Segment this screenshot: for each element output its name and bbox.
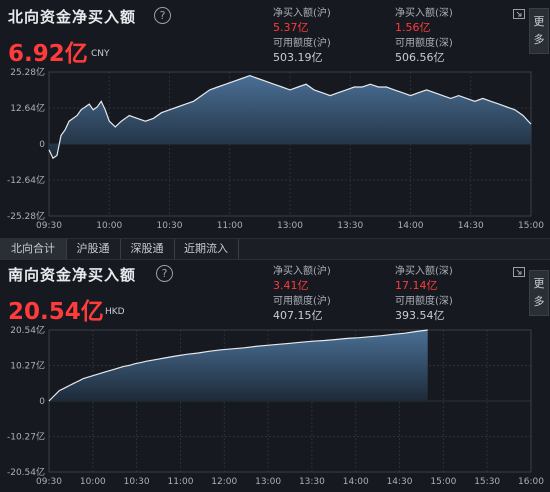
north-y-tick-label: -25.28亿 — [7, 210, 45, 222]
north-stat-value-sz-net: 1.56亿 — [395, 21, 431, 34]
south-y-tick-label: -10.27亿 — [7, 431, 45, 443]
south-stat-value-sh-quota: 407.15亿 — [273, 309, 323, 322]
help-icon[interactable]: ? — [154, 7, 171, 24]
north-y-tick-label: -12.64亿 — [7, 174, 45, 186]
north-x-tick-label: 10:30 — [157, 221, 183, 231]
expand-icon[interactable] — [513, 9, 525, 19]
south-net-total: 20.54亿 — [8, 299, 104, 325]
south-x-tick-label: 14:30 — [387, 477, 413, 487]
south-x-tick-label: 10:00 — [80, 477, 106, 487]
north-net-total: 6.92亿 — [8, 41, 88, 67]
south-y-tick-label: 10.27亿 — [10, 360, 45, 372]
north-area-fill — [49, 75, 531, 159]
south-x-tick-label: 13:30 — [299, 477, 325, 487]
south-stat-label-sh-net: 净买入额(沪) — [273, 266, 331, 277]
south-chart: 20.54亿 10.27亿 0 -10.27亿 -20.54亿 09:30 10:00 10… — [7, 324, 544, 487]
north-stat-label-sz-quota: 可用额度(深) — [395, 38, 453, 49]
north-stat-value-sz-quota: 506.56亿 — [395, 51, 445, 64]
tab-recent-inflow[interactable]: 近期流入 — [174, 239, 239, 259]
north-x-tick-label: 13:30 — [337, 221, 363, 231]
south-series-line — [48, 329, 428, 402]
north-x-tick-label: 09:30 — [36, 221, 62, 231]
north-x-tick-label: 15:00 — [518, 221, 544, 231]
north-currency: CNY — [91, 49, 110, 59]
north-header: 北向资金净买入额 ? 6.92亿 CNY 净买入额(沪) 5.37亿 净买入额(… — [0, 0, 550, 67]
south-y-tick-label: 0 — [39, 397, 45, 407]
south-x-tick-label: 16:00 — [518, 477, 544, 487]
south-x-tick-label: 15:30 — [474, 477, 500, 487]
south-x-tick-label: 09:30 — [36, 477, 62, 487]
south-currency: HKD — [105, 307, 125, 317]
south-x-tick-label: 12:00 — [211, 477, 237, 487]
north-more-button[interactable]: 更 多 — [529, 8, 549, 54]
south-stat-label-sz-quota: 可用额度(深) — [395, 296, 453, 307]
north-stat-label-sh-net: 净买入额(沪) — [273, 8, 331, 19]
north-panel: 北向资金净买入额 ? 6.92亿 CNY 净买入额(沪) 5.37亿 净买入额(… — [0, 0, 550, 238]
south-stat-value-sh-net: 3.41亿 — [273, 279, 309, 292]
south-more-button[interactable]: 更 多 — [529, 270, 549, 316]
south-stat-value-sz-net: 17.14亿 — [395, 279, 438, 292]
north-y-tick-label: 25.28亿 — [10, 66, 45, 78]
tab-north-total[interactable]: 北向合计 — [0, 239, 67, 259]
north-stat-value-sh-net: 5.37亿 — [273, 21, 309, 34]
north-y-tick-label: 12.64亿 — [10, 102, 45, 114]
north-x-tick-label: 10:00 — [96, 221, 122, 231]
north-stat-label-sh-quota: 可用额度(沪) — [273, 38, 331, 49]
expand-icon[interactable] — [513, 267, 525, 277]
south-header: 南向资金净买入额 ? 20.54亿 HKD 净买入额(沪) 3.41亿 净买入额… — [0, 258, 550, 325]
north-series-line — [48, 74, 532, 160]
help-icon[interactable]: ? — [156, 265, 173, 282]
north-x-tick-label: 11:00 — [217, 221, 243, 231]
north-y-tick-label: 0 — [39, 140, 45, 150]
south-title: 南向资金净买入额 — [8, 266, 137, 284]
south-panel: 南向资金净买入额 ? 20.54亿 HKD 净买入额(沪) 3.41亿 净买入额… — [0, 258, 550, 492]
south-x-tick-label: 14:00 — [343, 477, 369, 487]
north-stat-value-sh-quota: 503.19亿 — [273, 51, 323, 64]
south-y-tick-label: -20.54亿 — [7, 466, 45, 478]
south-x-tick-label: 11:00 — [167, 477, 193, 487]
tab-shanghai-connect[interactable]: 沪股通 — [66, 239, 121, 259]
north-x-tick-label: 14:30 — [458, 221, 484, 231]
south-area-fill — [49, 330, 428, 401]
south-stat-label-sz-net: 净买入额(深) — [395, 266, 453, 277]
south-stat-label-sh-quota: 可用额度(沪) — [273, 296, 331, 307]
south-x-tick-label: 10:30 — [124, 477, 150, 487]
north-stat-label-sz-net: 净买入额(深) — [395, 8, 453, 19]
south-y-tick-label: 20.54亿 — [10, 324, 45, 336]
south-x-tick-label: 15:00 — [430, 477, 456, 487]
tab-shenzhen-connect[interactable]: 深股通 — [120, 239, 175, 259]
north-x-tick-label: 13:00 — [277, 221, 303, 231]
north-chart: 25.28亿 12.64亿 0 -12.64亿 -25.28亿 09:30 10:00 10… — [7, 66, 544, 231]
north-x-tick-label: 14:00 — [398, 221, 424, 231]
south-stat-value-sz-quota: 393.54亿 — [395, 309, 445, 322]
tab-bar: 北向合计 沪股通 深股通 近期流入 — [0, 238, 550, 260]
north-title: 北向资金净买入额 — [8, 8, 137, 26]
south-x-tick-label: 13:00 — [255, 477, 281, 487]
